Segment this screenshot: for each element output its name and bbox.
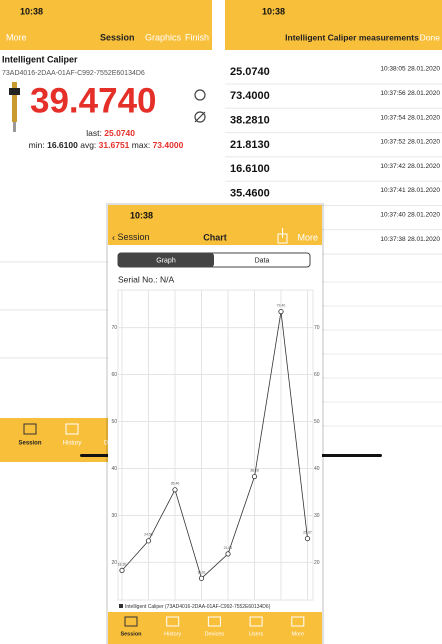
data-label: 35.46 [171,482,180,486]
nav-tab[interactable]: Finish [185,32,209,42]
nav-tab[interactable]: Session [100,32,135,42]
y-tick-label: 30 [111,513,117,519]
tab-label[interactable]: Devices [205,631,225,637]
data-point [199,576,203,580]
tab-label[interactable]: History [63,441,82,447]
label: max: [132,140,150,150]
header [225,0,442,50]
y-tick-label: 60 [111,372,117,378]
measurement-value: 38.2810 [230,115,270,127]
data-point [120,568,124,572]
data-label: 18.30 [118,562,127,566]
value: 16.6100 [47,140,78,150]
label: last: [86,128,102,138]
screen-title: Intelligent Caliper measurements [285,32,419,42]
more-button[interactable]: More [297,232,318,242]
back-button[interactable]: ‹ Session [112,232,150,242]
serial: Serial No.: N/A [118,274,175,284]
stats-last: last: 25.0740 [86,128,135,138]
tab-label[interactable]: History [164,631,181,637]
device-id: 73AD4016-2DAA-01AF-C992-7552E60134D6 [2,70,145,77]
measurement-value: 35.4600 [230,187,270,199]
value: 73.4000 [153,140,184,150]
measurement-time: 10:38:05 28.01.2020 [380,66,440,73]
tab-label[interactable]: Session [120,631,142,637]
status-time: 10:38 [262,6,285,16]
value: 25.0740 [104,128,135,138]
status-time: 10:38 [130,210,153,220]
data-point [305,536,309,540]
legend-swatch [119,604,123,608]
y-tick-label: 70 [111,325,117,331]
status-time: 10:38 [20,6,43,16]
reading: 39.4740 [30,81,157,120]
y-tick-label: 30 [314,513,320,519]
composite-screenshot: 10:38 More Session Graphics Finish Intel… [0,0,442,644]
done-button[interactable]: Done [420,32,441,42]
back-label: Session [118,232,150,242]
screen-title: Chart [203,232,227,242]
measurement-time: 10:37:40 28.01.2020 [380,212,440,219]
y-tick-label: 40 [111,466,117,472]
measurement-time: 10:37:42 28.01.2020 [380,163,440,170]
tab-label[interactable]: More [292,631,305,637]
nav-more[interactable]: More [6,32,27,42]
measurement-time: 10:37:52 28.01.2020 [380,139,440,146]
data-point [146,539,150,543]
y-tick-label: 50 [314,419,320,425]
data-label: 21.81 [224,546,233,550]
data-label: 25.07 [303,531,312,535]
y-tick-label: 60 [314,372,320,378]
measurement-value: 21.8130 [230,139,270,151]
measurement-time: 10:37:54 28.01.2020 [380,114,440,121]
y-tick-label: 40 [314,466,320,472]
screen-bg [108,205,322,644]
stats-range: min: 16.6100 avg: 31.6751 max: 73.4000 [29,140,184,150]
tab-label[interactable]: Users [249,631,264,637]
data-label: 24.56 [144,533,153,537]
value: 31.6751 [99,140,130,150]
legend-label: Intelligent Caliper (73AD4016-2DAA-01AF-… [125,604,271,610]
segment[interactable]: Data [255,257,270,264]
label: avg: [80,140,96,150]
measurement-time: 10:37:41 28.01.2020 [380,187,440,194]
tab-label[interactable]: Session [18,441,41,447]
measurement-time: 10:37:38 28.01.2020 [380,236,440,243]
segment[interactable]: Graph [156,257,176,264]
nav-tab[interactable]: Graphics [145,32,182,42]
data-point [173,488,177,492]
measurement-time: 10:37:56 28.01.2020 [380,90,440,97]
y-tick-label: 20 [111,560,117,566]
measurement-value: 16.6100 [230,163,270,175]
measurement-value: 73.4000 [230,90,270,102]
measurement-value: 25.0740 [230,66,270,78]
front-screen: 10:38 ‹ Session Chart More Graph Data Se… [106,203,324,644]
label: min: [29,140,45,150]
device-name: Intelligent Caliper [2,54,78,64]
data-point [279,309,283,313]
data-label: 38.28 [250,468,259,472]
data-label: 16.61 [197,570,206,574]
y-tick-label: 20 [314,560,320,566]
data-point [252,474,256,478]
data-label: 73.40 [277,304,286,308]
y-tick-label: 70 [314,325,320,331]
data-point [226,552,230,556]
y-tick-label: 50 [111,419,117,425]
